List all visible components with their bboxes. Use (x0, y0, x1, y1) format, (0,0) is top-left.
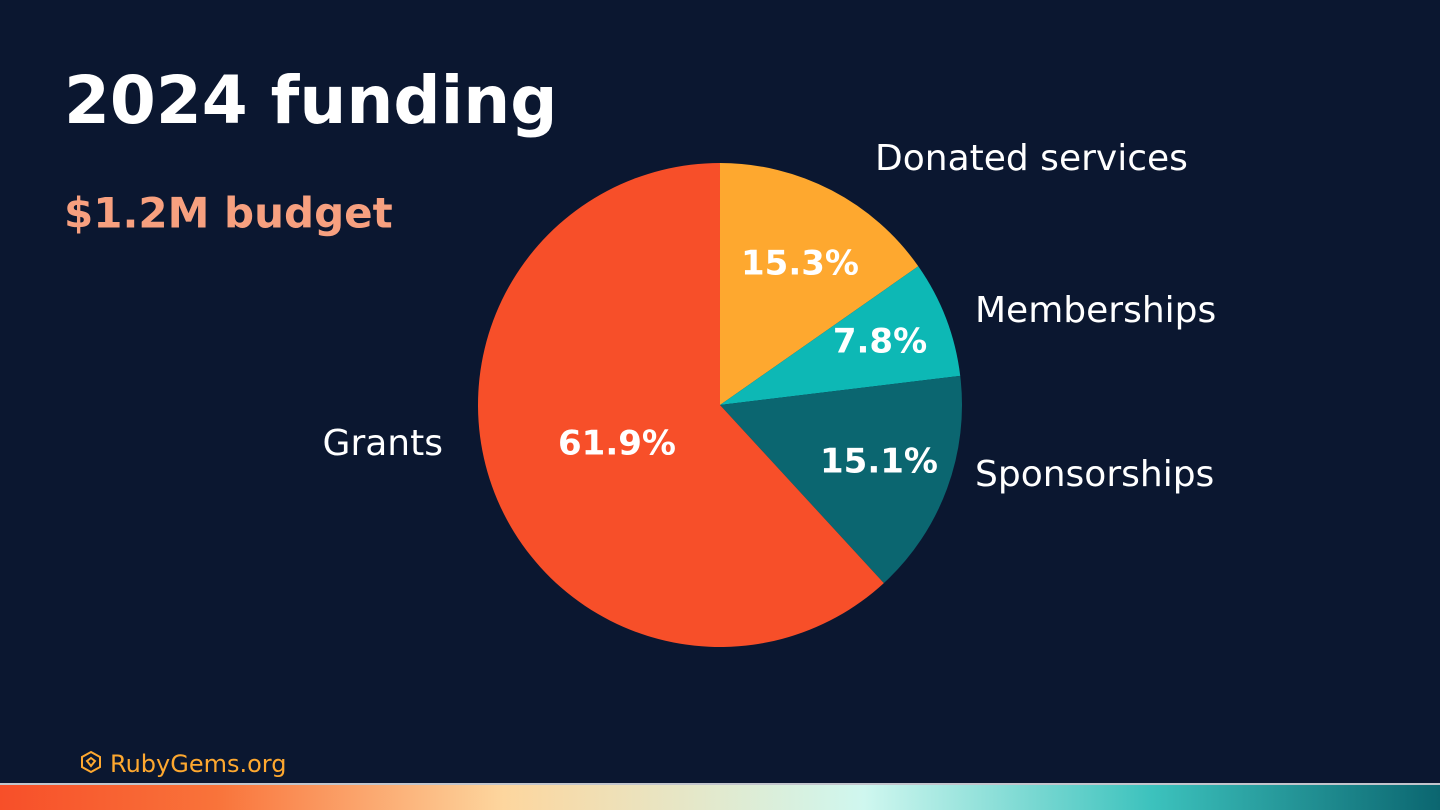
slice-value-label: 7.8% (833, 322, 927, 362)
footer-band (0, 785, 1440, 810)
slice-category-label: Sponsorships (975, 454, 1214, 495)
slice-value-label: 15.3% (741, 244, 859, 284)
subtitle: $1.2M budget (64, 189, 393, 238)
slice-value-label: 61.9% (558, 424, 676, 464)
slice-category-label: Memberships (975, 290, 1216, 331)
slice-value-label: 15.1% (820, 442, 938, 482)
pie (478, 163, 962, 647)
pie-slice (478, 163, 884, 647)
slice-category-label: Donated services (875, 138, 1188, 179)
title: 2024 funding (64, 62, 557, 139)
pie-slice (720, 266, 961, 405)
pie-slice (720, 375, 962, 584)
logo-icon (81, 750, 101, 774)
slice-category-label: Grants (323, 423, 443, 464)
pie-slice (720, 163, 919, 405)
footer-text: RubyGems.org (110, 750, 286, 778)
